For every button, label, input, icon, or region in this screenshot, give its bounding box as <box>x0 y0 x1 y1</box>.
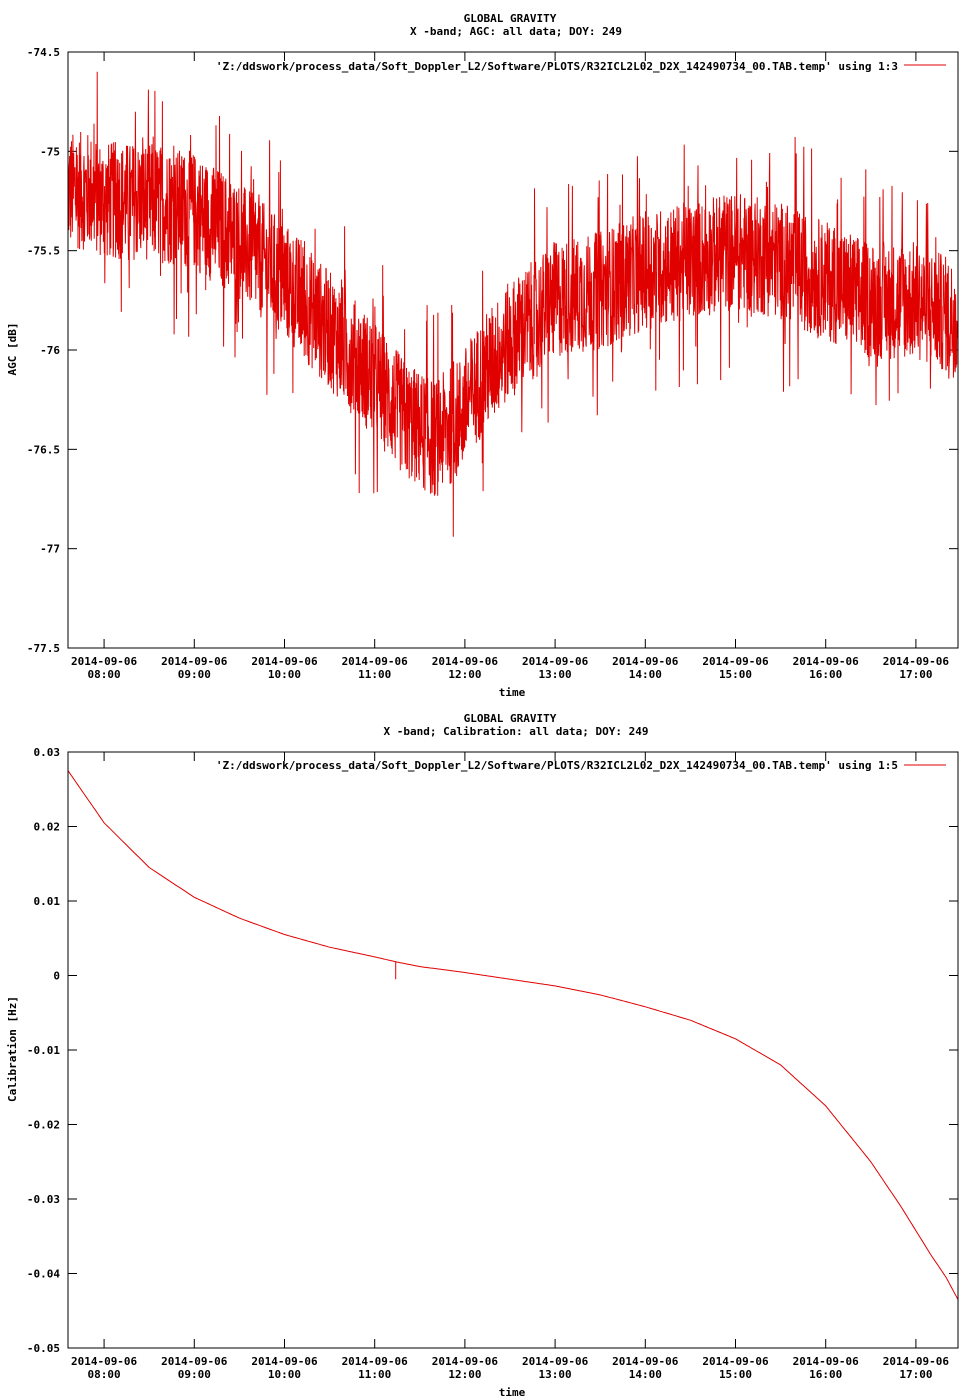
agc-x-tick-date-label: 2014-09-06 <box>432 655 499 668</box>
agc-x-tick-date-label: 2014-09-06 <box>883 655 950 668</box>
agc-x-tick-date-label: 2014-09-06 <box>342 655 409 668</box>
agc-y-tick-label: -77.5 <box>27 642 60 655</box>
calibration-x-tick-date-label: 2014-09-06 <box>342 1355 409 1368</box>
calibration-y-tick-label: -0.05 <box>27 1342 60 1355</box>
calibration-y-tick-label: -0.04 <box>27 1268 60 1281</box>
agc-chart-panel: GLOBAL GRAVITY X -band; AGC: all data; D… <box>6 12 959 699</box>
calibration-x-tick-time-label: 13:00 <box>539 1368 572 1381</box>
agc-series-line <box>67 71 959 537</box>
agc-x-tick-date-label: 2014-09-06 <box>522 655 589 668</box>
calibration-chart-panel: GLOBAL GRAVITY X -band; Calibration: all… <box>6 712 959 1399</box>
agc-chart-subtitle: X -band; AGC: all data; DOY: 249 <box>410 25 622 38</box>
agc-x-tick-date-label: 2014-09-06 <box>793 655 860 668</box>
calibration-x-tick-date-label: 2014-09-06 <box>612 1355 679 1368</box>
calibration-x-tick-date-label: 2014-09-06 <box>161 1355 228 1368</box>
agc-y-tick-label: -74.5 <box>27 46 60 59</box>
agc-legend-label: 'Z:/ddswork/process_data/Soft_Doppler_L2… <box>216 60 898 73</box>
calibration-x-tick-time-label: 17:00 <box>899 1368 932 1381</box>
agc-x-tick-time-label: 15:00 <box>719 668 752 681</box>
calibration-y-tick-label: 0.03 <box>34 746 61 759</box>
agc-y-axis-label: AGC [dB] <box>6 323 19 376</box>
agc-y-tick-label: -76.5 <box>27 443 60 456</box>
calibration-y-ticks: 0.03 0.02 0.01 0 -0.01 -0.02 -0.03 -0.04 -0.05 <box>27 746 958 1355</box>
calibration-y-tick-label: 0.01 <box>34 895 61 908</box>
agc-x-tick-time-label: 09:00 <box>178 668 211 681</box>
calibration-y-tick-label: -0.02 <box>27 1119 60 1132</box>
calibration-x-tick-time-label: 14:00 <box>629 1368 662 1381</box>
agc-x-tick-date-label: 2014-09-06 <box>161 655 228 668</box>
agc-plot-frame <box>67 51 959 649</box>
calibration-x-tick-date-label: 2014-09-06 <box>251 1355 318 1368</box>
calibration-x-tick-time-label: 12:00 <box>448 1368 481 1381</box>
calibration-legend: 'Z:/ddswork/process_data/Soft_Doppler_L2… <box>216 759 946 772</box>
agc-x-tick-time-label: 10:00 <box>268 668 301 681</box>
agc-y-tick-label: -75 <box>40 145 60 158</box>
agc-x-tick-time-label: 08:00 <box>88 668 121 681</box>
calibration-x-tick-time-label: 10:00 <box>268 1368 301 1381</box>
agc-x-tick-time-label: 13:00 <box>539 668 572 681</box>
agc-x-tick-date-label: 2014-09-06 <box>71 655 138 668</box>
calibration-x-tick-time-label: 08:00 <box>88 1368 121 1381</box>
agc-x-tick-time-label: 12:00 <box>448 668 481 681</box>
calibration-x-tick-date-label: 2014-09-06 <box>702 1355 769 1368</box>
agc-y-tick-label: -76 <box>40 344 60 357</box>
calibration-y-tick-label: 0 <box>53 970 60 983</box>
agc-y-tick-label: -77 <box>40 543 60 556</box>
calibration-y-axis-label: Calibration [Hz] <box>6 996 19 1102</box>
calibration-x-axis-label: time <box>499 1386 526 1399</box>
agc-x-tick-date-label: 2014-09-06 <box>702 655 769 668</box>
agc-x-tick-time-label: 16:00 <box>809 668 842 681</box>
calibration-y-tick-label: -0.03 <box>27 1193 60 1206</box>
agc-x-tick-date-label: 2014-09-06 <box>251 655 318 668</box>
agc-x-tick-time-label: 11:00 <box>358 668 391 681</box>
calibration-x-tick-date-label: 2014-09-06 <box>71 1355 138 1368</box>
calibration-x-ticks: 2014-09-0608:002014-09-0609:002014-09-06… <box>71 752 949 1381</box>
agc-chart-title: GLOBAL GRAVITY <box>464 12 557 25</box>
agc-y-tick-label: -75.5 <box>27 245 60 258</box>
agc-x-tick-time-label: 17:00 <box>899 668 932 681</box>
agc-legend: 'Z:/ddswork/process_data/Soft_Doppler_L2… <box>216 60 946 73</box>
agc-x-axis-label: time <box>499 686 526 699</box>
calibration-legend-label: 'Z:/ddswork/process_data/Soft_Doppler_L2… <box>216 759 898 772</box>
calibration-x-tick-date-label: 2014-09-06 <box>883 1355 950 1368</box>
calibration-x-tick-date-label: 2014-09-06 <box>432 1355 499 1368</box>
calibration-x-tick-date-label: 2014-09-06 <box>522 1355 589 1368</box>
calibration-chart-title: GLOBAL GRAVITY <box>464 712 557 725</box>
calibration-x-tick-time-label: 11:00 <box>358 1368 391 1381</box>
agc-x-ticks: 2014-09-0608:002014-09-0609:002014-09-06… <box>71 52 949 681</box>
calibration-x-tick-time-label: 16:00 <box>809 1368 842 1381</box>
calibration-x-tick-time-label: 09:00 <box>178 1368 211 1381</box>
calibration-chart-subtitle: X -band; Calibration: all data; DOY: 249 <box>384 725 649 738</box>
calibration-x-tick-time-label: 15:00 <box>719 1368 752 1381</box>
calibration-series-line <box>67 770 959 1300</box>
calibration-y-tick-label: -0.01 <box>27 1044 60 1057</box>
calibration-plot-frame <box>67 751 959 1349</box>
calibration-y-tick-label: 0.02 <box>34 821 61 834</box>
agc-x-tick-time-label: 14:00 <box>629 668 662 681</box>
agc-x-tick-date-label: 2014-09-06 <box>612 655 679 668</box>
calibration-x-tick-date-label: 2014-09-06 <box>793 1355 860 1368</box>
